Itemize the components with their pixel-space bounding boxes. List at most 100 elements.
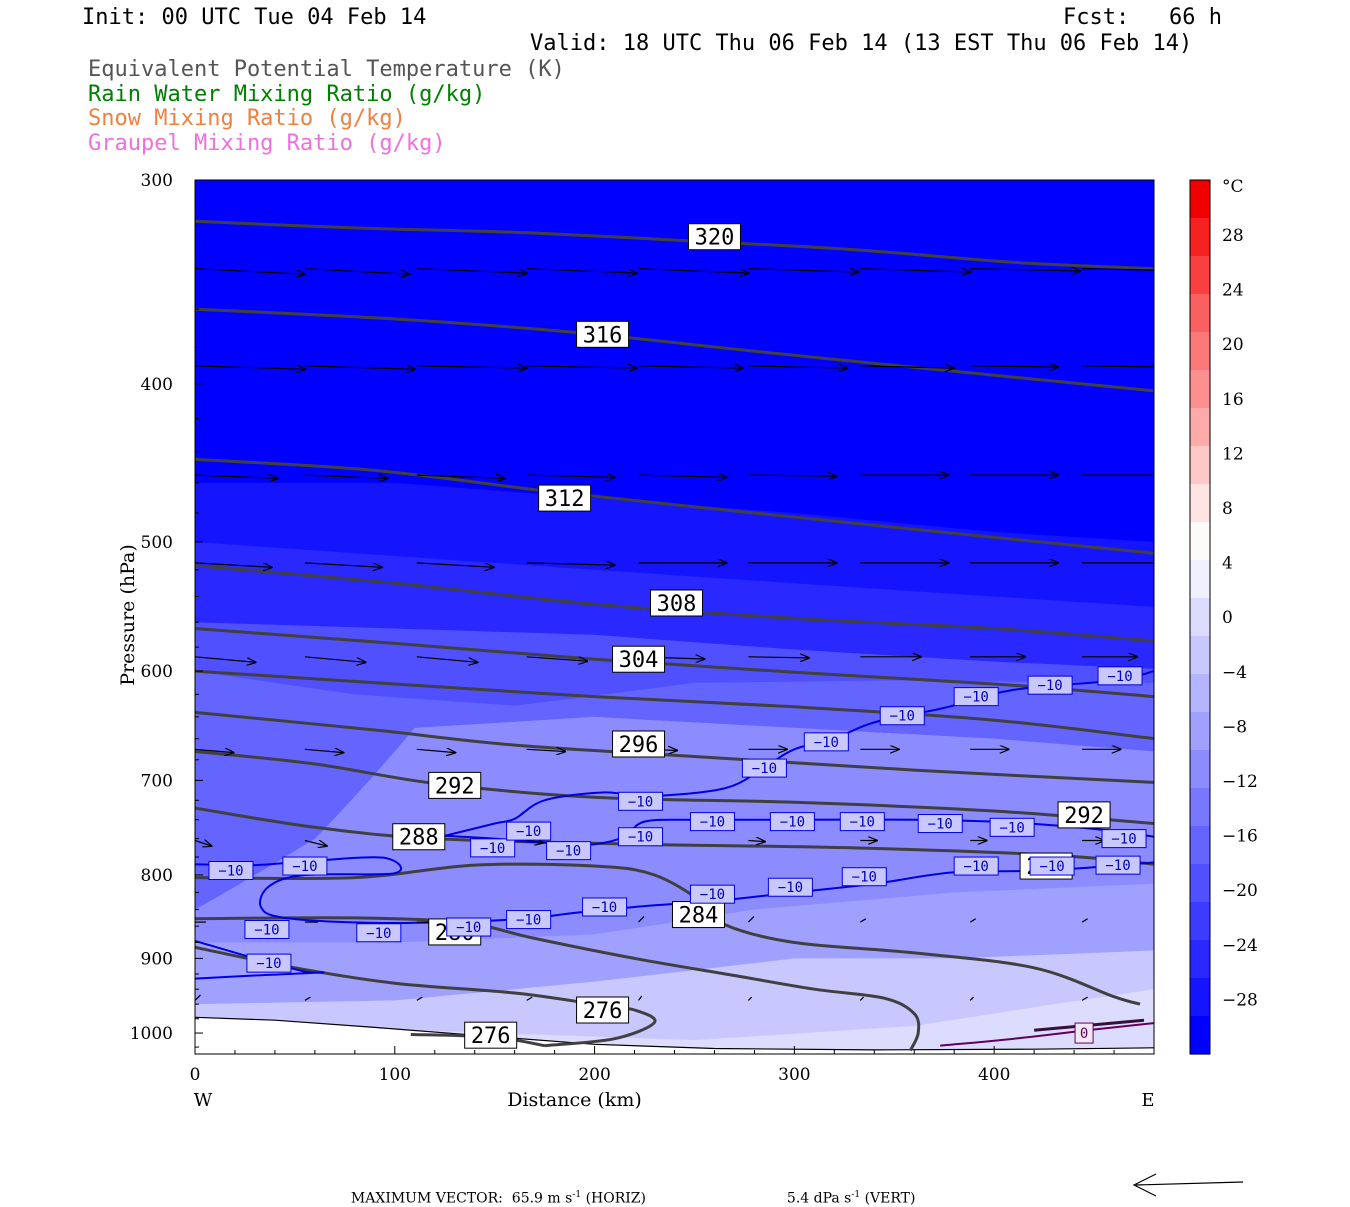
colorbar-swatch bbox=[1190, 256, 1210, 295]
contour-label-text: −10 bbox=[1105, 858, 1130, 874]
wind-vector bbox=[859, 918, 867, 923]
wind-vector bbox=[526, 841, 544, 843]
contour-label-text: −10 bbox=[218, 864, 243, 880]
wind-vector bbox=[304, 839, 327, 847]
legend-theta-e: Equivalent Potential Temperature (K) bbox=[88, 57, 565, 82]
colorbar-swatch bbox=[1190, 864, 1210, 903]
theta-e-contour bbox=[195, 457, 1154, 555]
contour-label: 0 bbox=[1074, 1022, 1094, 1044]
contour-label-text: 292 bbox=[1064, 804, 1104, 829]
colorbar-tick-label: −8 bbox=[1222, 717, 1247, 737]
contour-label: −10 bbox=[244, 919, 290, 939]
wind-vector bbox=[195, 366, 305, 369]
colorbar-tick-label: 12 bbox=[1222, 444, 1244, 464]
max-vector-vert: 5.4 dPa s bbox=[786, 1190, 852, 1207]
wind-vector bbox=[195, 994, 201, 1001]
contour-label-box bbox=[506, 910, 552, 930]
contour-label-box bbox=[1057, 801, 1111, 829]
wind-vector bbox=[526, 475, 615, 477]
contour-label-text: −10 bbox=[850, 815, 875, 831]
colorbar-swatch bbox=[1190, 180, 1210, 219]
contour-label-text: −10 bbox=[964, 690, 989, 706]
contour-label-text: −10 bbox=[700, 815, 725, 831]
contour-label-text: 288 bbox=[399, 826, 439, 851]
colorbar-swatch bbox=[1190, 484, 1210, 523]
colorbar-tick-label: 0 bbox=[1222, 608, 1233, 628]
footer-max-vector: MAXIMUM VECTOR: 65.9 m s-1 (HORIZ) bbox=[342, 1174, 646, 1207]
contour-label-box bbox=[428, 771, 482, 799]
colorbar-tick-label: −20 bbox=[1222, 881, 1258, 901]
x-tick-label: 100 bbox=[379, 1065, 411, 1085]
wind-vector bbox=[195, 475, 278, 478]
contour-label: −10 bbox=[803, 732, 849, 752]
wind-vector bbox=[526, 366, 637, 368]
wind-vector bbox=[748, 366, 847, 368]
wind-vector bbox=[638, 916, 645, 923]
theta-e-contour bbox=[195, 307, 1154, 393]
legend-graupel: Graupel Mixing Ratio (g/kg) bbox=[88, 131, 446, 156]
contour-label-box bbox=[612, 645, 666, 673]
x-tick-label: 300 bbox=[778, 1065, 810, 1085]
colorbar-swatch bbox=[1190, 294, 1210, 333]
cross-section-chart: 3203163123083042962922922882882842802762… bbox=[117, 171, 1258, 1111]
reference-vector-arrow bbox=[1132, 1173, 1244, 1197]
contour-label-text: 276 bbox=[471, 1024, 511, 1049]
contour-label-box bbox=[649, 589, 703, 617]
contour-label-text: 292 bbox=[435, 774, 475, 799]
contour-label-box bbox=[1074, 1022, 1094, 1044]
contour-label: −10 bbox=[953, 687, 999, 707]
contour-label-text: −10 bbox=[628, 830, 653, 846]
wind-vector bbox=[416, 562, 494, 567]
wind-vector bbox=[969, 918, 977, 923]
colorbar-swatch bbox=[1190, 712, 1210, 751]
contour-label-text: 0 bbox=[1080, 1026, 1088, 1042]
wind-vector bbox=[195, 562, 272, 567]
wind-vector bbox=[195, 749, 234, 752]
wind-vector bbox=[638, 475, 727, 477]
contour-label: 292 bbox=[428, 771, 482, 799]
wind-vector bbox=[416, 996, 423, 1001]
colorbar-swatch bbox=[1190, 446, 1210, 485]
wind-vector bbox=[304, 996, 311, 1001]
contour-label: −10 bbox=[841, 867, 887, 887]
contour-label-box bbox=[246, 953, 292, 973]
wind-vector bbox=[195, 268, 305, 275]
wind-vector bbox=[526, 563, 615, 565]
contour-label-text: −10 bbox=[778, 880, 803, 896]
axes: 0 100 200 300 400 300 400 500 600 700 800 900 1000 Di… bbox=[117, 171, 1155, 1111]
contour-label: −10 bbox=[446, 917, 492, 937]
contour-label-text: 308 bbox=[657, 592, 697, 617]
contour-label-text: 312 bbox=[545, 487, 585, 512]
contour-label-text: −10 bbox=[480, 841, 505, 857]
colorbar-swatch bbox=[1190, 370, 1210, 409]
contour-label-text: 304 bbox=[619, 648, 659, 673]
contour-label-box bbox=[841, 867, 887, 887]
terrain-fill bbox=[195, 1017, 1154, 1054]
contour-label-box bbox=[464, 1021, 518, 1049]
contour-label: −10 bbox=[546, 841, 592, 861]
wind-vector bbox=[526, 996, 533, 1001]
zero-contour bbox=[940, 1022, 1154, 1047]
contour-label-text: −10 bbox=[556, 844, 581, 860]
contour-label-box bbox=[470, 838, 516, 858]
x-tick-label: 200 bbox=[578, 1065, 610, 1085]
contour-label-text: −10 bbox=[456, 920, 481, 936]
contour-label: −10 bbox=[506, 821, 552, 841]
contour-label: 316 bbox=[576, 320, 630, 348]
x-tick-label: 0 bbox=[190, 1065, 201, 1085]
colorbar-swatch bbox=[1190, 940, 1210, 979]
contour-label: −10 bbox=[246, 953, 292, 973]
contour-label: 276 bbox=[576, 996, 630, 1024]
y-tick-label: 900 bbox=[141, 949, 173, 969]
contour-label: −10 bbox=[1101, 829, 1147, 849]
wind-vector bbox=[304, 366, 415, 369]
contour-label-text: −10 bbox=[516, 824, 541, 840]
contour-label-box bbox=[689, 812, 735, 832]
contour-label: 292 bbox=[1057, 801, 1111, 829]
contour-label-text: 276 bbox=[583, 999, 623, 1024]
colorbar-swatch bbox=[1190, 788, 1210, 827]
contour-label: −10 bbox=[989, 817, 1035, 837]
contour-label-box bbox=[671, 901, 725, 929]
contour-label-box bbox=[1029, 856, 1075, 876]
contour-label: −10 bbox=[1027, 675, 1073, 695]
